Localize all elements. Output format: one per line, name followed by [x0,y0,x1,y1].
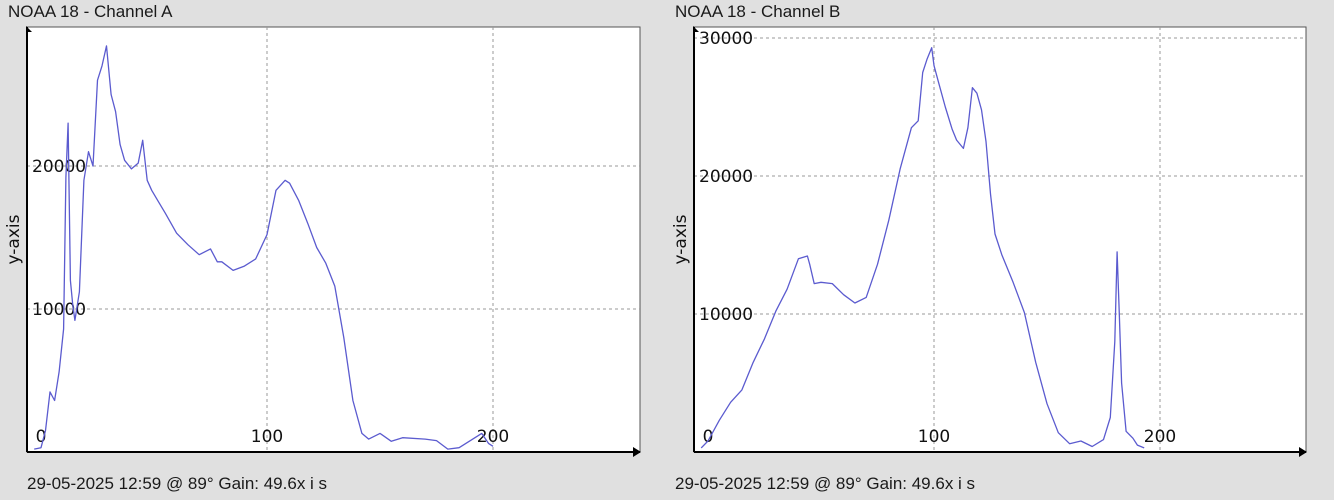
channel-b-status-text: 29-05-2025 12:59 @ 89° Gain: 49.6 [675,474,945,493]
channel-a-title: NOAA 18 - Channel A [8,2,173,21]
channel-b-y-axis-label: y-axis [671,214,691,264]
channel-a-y-tick-label-20000: 20000 [32,157,86,177]
channel-b-x-axis-arrow [1299,447,1307,457]
channel-b-y-tick-label-20000: 20000 [699,167,753,187]
channel-b-x-axis-label-overlay: x i s [944,474,976,493]
channel-b-x-tick-label-200: 200 [1144,427,1176,447]
channel-a-x-tick-label-0: 0 [36,427,47,447]
channel-a-x-axis-label-overlay: x i s [296,474,328,493]
channel-a-x-axis-arrow [633,447,641,457]
channel-b-y-axis-arrow [693,26,699,32]
channel-a-y-axis-label: y-axis [4,214,24,264]
channel-a-plot-area [26,26,641,453]
channel-a-status-text: 29-05-2025 12:59 @ 89° Gain: 49.6 [27,474,297,493]
channel-b-x-tick-label-0: 0 [703,427,714,447]
channel-a-status: 29-05-2025 12:59 @ 89° Gain: 49.6x i s [27,474,327,494]
channel-b-y-tick-label-10000: 10000 [699,305,753,325]
channel-b-plot-area [693,26,1307,453]
channel-b-title: NOAA 18 - Channel B [675,2,841,21]
channel-a-x-tick-label-100: 100 [251,427,283,447]
channel-b-y-tick-label-30000: 30000 [699,29,753,49]
channel-b-status: 29-05-2025 12:59 @ 89° Gain: 49.6x i s [675,474,975,494]
channel-b-series-line-0 [700,47,1145,449]
channel-a-y-axis-arrow [26,26,32,32]
channel-a-series-line-0 [34,45,494,450]
channel-a-x-tick-label-200: 200 [477,427,509,447]
channel-b-x-tick-label-100: 100 [918,427,950,447]
